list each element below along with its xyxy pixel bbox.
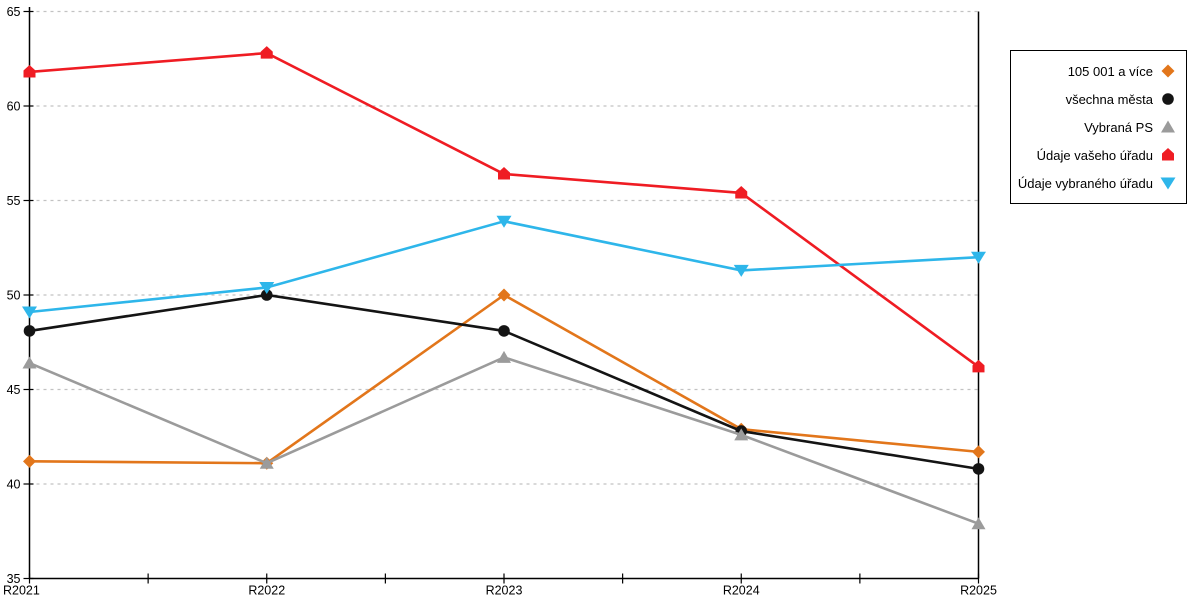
data-point-marker (260, 289, 273, 301)
data-point-marker (972, 359, 985, 373)
data-point-marker (497, 288, 511, 302)
y-axis-label: 50 (7, 289, 21, 303)
y-axis-label: 40 (7, 478, 21, 492)
data-point-marker (971, 517, 986, 530)
y-axis-label: 65 (7, 5, 21, 19)
series-line-1 (29, 293, 979, 471)
data-point-marker (498, 325, 510, 337)
legend-item: všechna města (1017, 91, 1176, 107)
x-axis-label: R2022 (248, 584, 285, 598)
data-point-marker (259, 456, 274, 469)
circle-legend-icon (1162, 93, 1174, 105)
data-point-marker (733, 264, 749, 277)
legend-item: Údaje vybraného úřadu (1017, 175, 1176, 191)
data-point-marker (22, 306, 37, 319)
y-axis-label: 35 (7, 572, 21, 586)
x-axis-label: R2024 (723, 584, 760, 598)
data-point-marker (734, 428, 749, 441)
legend-label: 105 001 a více (1067, 63, 1153, 79)
legend-label: Údaje vašeho úřadu (1036, 147, 1153, 163)
x-axis-label: R2021 (3, 584, 40, 598)
data-point-marker (971, 251, 986, 264)
pentagon-legend-icon (1162, 148, 1174, 161)
legend-label: všechna města (1065, 91, 1153, 107)
data-point-marker (23, 325, 36, 337)
y-axis-label: 45 (7, 383, 21, 397)
data-point-marker (259, 281, 275, 294)
data-point-marker (23, 454, 36, 468)
series-line-3 (29, 51, 980, 368)
data-point-marker (23, 64, 36, 78)
legend-item: Údaje vašeho úřadu (1017, 147, 1176, 163)
data-point-marker (497, 350, 511, 363)
legend-label: Vybraná PS (1084, 119, 1153, 135)
y-axis-label: 60 (7, 100, 21, 114)
legend-label: Údaje vybraného úřadu (1017, 175, 1153, 191)
x-axis-label: R2023 (486, 584, 523, 598)
data-point-marker (22, 356, 37, 369)
data-point-marker (972, 463, 985, 475)
series-line-0 (29, 293, 979, 465)
y-axis-label: 55 (7, 194, 21, 208)
data-point-marker (498, 167, 510, 180)
legend-item: Vybraná PS (1017, 119, 1176, 135)
triangle-up-legend-icon (1161, 120, 1175, 133)
legend-item: 105 001 a více (1017, 63, 1176, 79)
series-line-2 (28, 355, 979, 525)
data-point-marker (972, 445, 985, 459)
diamond-legend-icon (1161, 64, 1175, 78)
legend: 105 001 a více všechna města Vybraná PS Úda… (1010, 50, 1187, 204)
data-point-marker (260, 46, 273, 59)
data-point-marker (735, 185, 748, 199)
data-point-marker (496, 215, 512, 228)
x-axis-label: R2025 (960, 584, 997, 598)
triangle-down-legend-icon (1160, 177, 1176, 190)
